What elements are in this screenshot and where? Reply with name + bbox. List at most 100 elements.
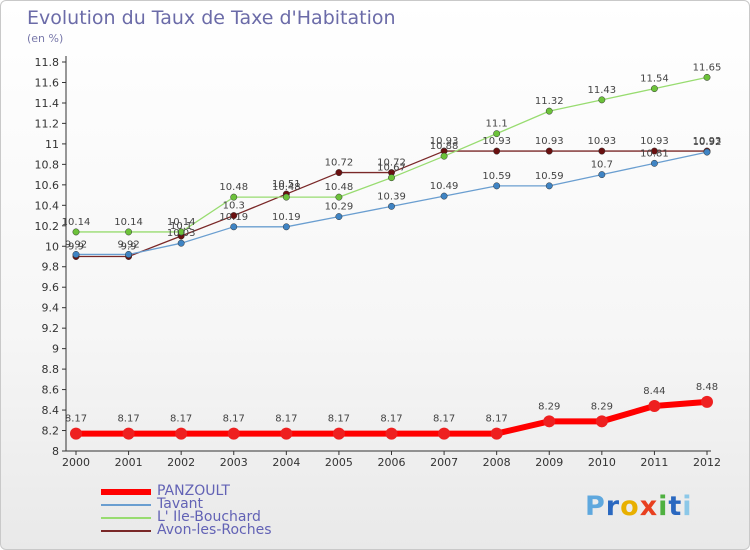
data-point-avon-les-roches	[230, 212, 238, 220]
data-label-panzoult: 8.17	[170, 414, 192, 425]
y-tick-label: 9.4	[42, 302, 60, 315]
y-tick-label: 8.2	[42, 425, 60, 438]
legend-swatch	[101, 504, 151, 506]
legend-label: Avon-les-Roches	[157, 522, 272, 538]
y-tick-label: 11.2	[35, 117, 60, 130]
data-point-panzoult	[122, 427, 135, 440]
y-tick-label: 9.8	[42, 261, 60, 274]
data-point-panzoult	[227, 427, 240, 440]
data-label-tavant: 10.59	[482, 171, 511, 182]
y-tick-label: 9.2	[42, 322, 60, 335]
data-label-panzoult: 8.17	[223, 414, 245, 425]
data-point-panzoult	[70, 427, 82, 440]
data-point-tavant	[598, 171, 606, 179]
data-label-avon-les-roches: 10.93	[482, 136, 511, 147]
x-tick-label: 2012	[693, 456, 721, 469]
y-tick-label: 10.4	[35, 199, 60, 212]
data-label-avon-les-roches: 10.51	[272, 179, 301, 190]
data-point-l-ile-bouchard	[598, 96, 606, 104]
logo-letter: i	[682, 491, 693, 522]
x-tick-label: 2009	[535, 456, 563, 469]
x-tick-label: 2006	[378, 456, 406, 469]
data-point-tavant	[493, 182, 501, 190]
data-label-l-ile-bouchard: 11.1	[486, 119, 508, 130]
data-label-tavant: 10.03	[167, 228, 196, 239]
data-point-l-ile-bouchard	[388, 174, 395, 182]
data-label-panzoult: 8.17	[328, 414, 350, 425]
data-label-avon-les-roches: 10.72	[325, 158, 354, 169]
data-label-l-ile-bouchard: 11.32	[535, 96, 564, 107]
y-tick-label: 10.6	[35, 179, 60, 192]
data-label-avon-les-roches: 10.1	[170, 221, 192, 232]
data-point-tavant	[177, 239, 185, 247]
y-tick-label: 11.4	[35, 97, 60, 110]
y-tick-label: 10.8	[35, 158, 60, 171]
x-tick-label: 2003	[220, 456, 248, 469]
data-point-l-ile-bouchard	[282, 193, 290, 201]
data-label-avon-les-roches: 10.93	[588, 136, 617, 147]
data-label-avon-les-roches: 9.9	[68, 242, 84, 253]
data-point-panzoult	[280, 427, 293, 440]
data-label-tavant: 10.49	[430, 181, 459, 192]
data-label-panzoult: 8.44	[643, 386, 665, 397]
data-point-tavant	[335, 213, 343, 221]
data-point-tavant	[230, 223, 238, 231]
y-tick-label: 10	[45, 240, 59, 253]
data-label-panzoult: 8.29	[591, 401, 613, 412]
data-point-tavant	[72, 251, 80, 258]
logo-letter: r	[605, 491, 621, 522]
data-label-tavant: 10.7	[591, 160, 613, 171]
y-tick-label: 9	[52, 343, 59, 356]
legend-label: Tavant	[157, 496, 204, 512]
y-tick-label: 8	[52, 445, 59, 458]
legend-label: L' Ile-Bouchard	[157, 509, 261, 525]
data-point-panzoult	[595, 415, 608, 428]
data-label-tavant: 10.29	[325, 202, 354, 213]
data-point-panzoult	[438, 427, 451, 440]
data-label-panzoult: 8.48	[696, 382, 718, 393]
data-label-l-ile-bouchard: 10.48	[219, 182, 248, 193]
data-label-panzoult: 8.17	[380, 414, 402, 425]
x-tick-label: 2011	[640, 456, 668, 469]
data-point-avon-les-roches	[650, 147, 658, 155]
logo-letter: i	[658, 491, 669, 522]
data-point-tavant	[703, 148, 711, 156]
data-label-l-ile-bouchard: 10.14	[167, 217, 196, 228]
data-label-panzoult: 8.29	[538, 401, 560, 412]
data-label-l-ile-bouchard: 11.54	[640, 74, 669, 85]
data-label-l-ile-bouchard: 10.67	[377, 163, 406, 174]
x-tick-label: 2010	[588, 456, 616, 469]
x-tick-label: 2004	[272, 456, 300, 469]
data-point-l-ile-bouchard	[335, 193, 343, 201]
data-label-l-ile-bouchard: 11.43	[588, 85, 617, 96]
x-tick-label: 2007	[430, 456, 458, 469]
data-label-l-ile-bouchard: 11.65	[693, 62, 722, 73]
logo-letter: P	[585, 491, 606, 522]
data-point-tavant	[388, 202, 395, 210]
data-point-l-ile-bouchard	[650, 85, 658, 93]
y-tick-label: 10.2	[35, 220, 60, 233]
data-point-avon-les-roches	[335, 169, 343, 177]
data-point-avon-les-roches	[493, 147, 501, 155]
data-point-panzoult	[332, 427, 345, 440]
data-label-avon-les-roches: 10.93	[693, 136, 722, 147]
data-label-panzoult: 8.17	[433, 414, 455, 425]
data-label-panzoult: 8.17	[65, 414, 87, 425]
data-label-l-ile-bouchard: 10.48	[272, 182, 301, 193]
data-label-avon-les-roches: 10.3	[223, 201, 245, 212]
axes: 8 8.2 8.4 8.6 8.8 9 9.2 9.4 9.6 9.8 10 10.2 10.4 10.6…	[35, 56, 721, 469]
data-label-l-ile-bouchard: 10.14	[114, 217, 143, 228]
data-point-tavant	[282, 223, 290, 231]
data-label-panzoult: 8.17	[486, 414, 508, 425]
data-label-tavant: 10.92	[693, 137, 722, 148]
data-point-panzoult	[648, 399, 661, 412]
data-label-l-ile-bouchard: 10.14	[62, 217, 91, 228]
data-label-avon-les-roches: 9.9	[121, 242, 137, 253]
data-label-avon-les-roches: 10.93	[640, 136, 669, 147]
data-label-panzoult: 8.17	[117, 414, 139, 425]
data-label-avon-les-roches: 10.93	[535, 136, 564, 147]
data-label-tavant: 10.19	[219, 212, 248, 223]
data-point-avon-les-roches	[545, 147, 553, 155]
